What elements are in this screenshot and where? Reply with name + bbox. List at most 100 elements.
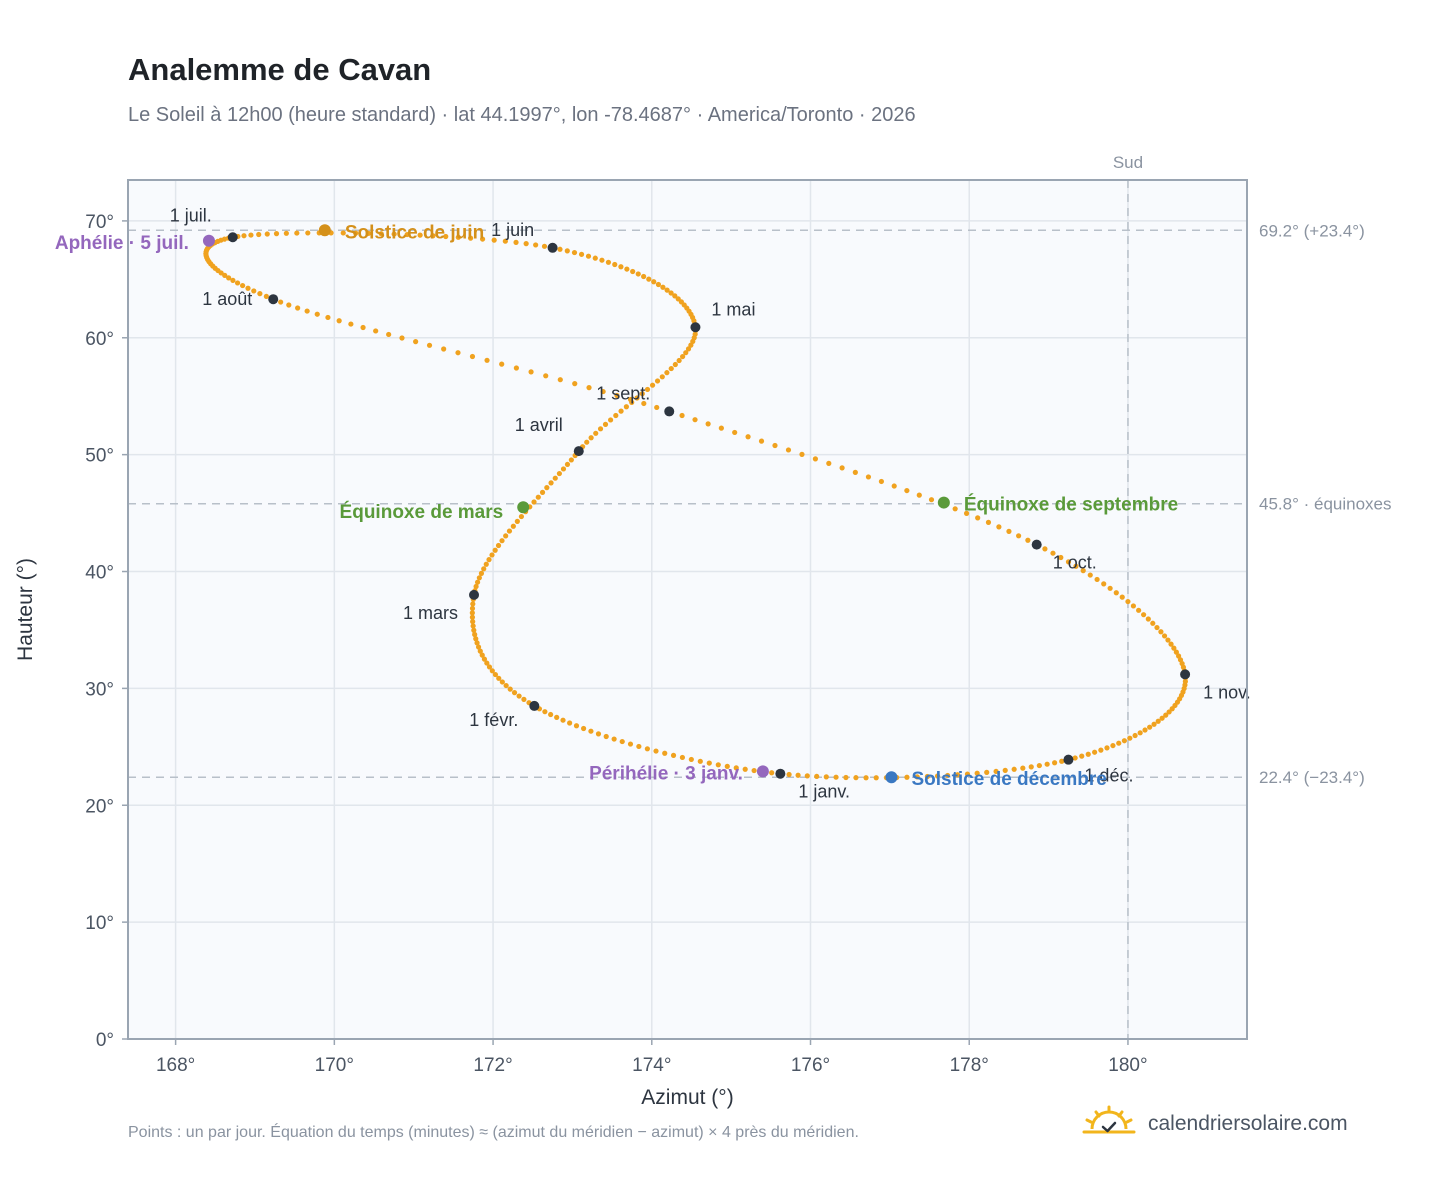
daily-point xyxy=(474,640,480,646)
daily-point xyxy=(1087,572,1093,578)
daily-point xyxy=(469,614,476,620)
daily-point xyxy=(1142,727,1148,733)
daily-point xyxy=(263,293,269,300)
month-label: 1 févr. xyxy=(469,710,518,730)
daily-point xyxy=(904,774,910,780)
daily-point xyxy=(1159,715,1165,721)
daily-point xyxy=(914,774,920,780)
daily-point xyxy=(804,773,810,779)
y-axis-title: Hauteur (°) xyxy=(14,558,37,661)
daily-point xyxy=(399,335,405,341)
month-label: 1 mai xyxy=(711,299,755,319)
daily-point xyxy=(826,460,832,466)
daily-point xyxy=(470,623,476,629)
daily-point xyxy=(286,302,292,308)
daily-point xyxy=(325,314,331,321)
daily-point xyxy=(278,299,284,305)
event-marker-solstice-june xyxy=(318,224,331,237)
daily-point xyxy=(611,736,617,742)
daily-point xyxy=(644,386,651,393)
daily-point xyxy=(578,251,585,257)
month-label: 1 juin xyxy=(491,220,534,240)
daily-point xyxy=(492,671,499,678)
daily-point xyxy=(592,255,598,261)
daily-point xyxy=(531,499,537,505)
daily-point xyxy=(646,276,652,282)
daily-point xyxy=(513,365,519,371)
daily-point xyxy=(273,231,280,237)
daily-point xyxy=(484,357,490,363)
daily-point xyxy=(533,242,539,248)
month-label: 1 nov. xyxy=(1203,682,1251,702)
daily-point xyxy=(945,772,951,779)
daily-point xyxy=(641,273,647,280)
daily-point xyxy=(507,686,513,692)
plot-frame xyxy=(127,179,1248,1040)
daily-point xyxy=(1079,753,1085,759)
month-label: 1 mars xyxy=(403,603,458,623)
event-label: Solstice de juin xyxy=(345,222,484,243)
daily-point xyxy=(1052,760,1058,766)
daily-point xyxy=(984,769,990,775)
daily-point xyxy=(1136,607,1142,613)
daily-point xyxy=(618,408,624,414)
daily-point xyxy=(963,510,970,516)
daily-point xyxy=(1020,765,1026,771)
daily-point xyxy=(496,675,502,681)
daily-point xyxy=(467,235,474,241)
daily-point xyxy=(641,400,647,407)
daily-point xyxy=(1130,603,1137,609)
daily-point xyxy=(588,435,594,441)
daily-point xyxy=(613,412,619,419)
daily-point xyxy=(479,652,485,658)
daily-point xyxy=(1168,641,1174,647)
daily-point xyxy=(521,696,527,703)
daily-point xyxy=(489,552,495,558)
daily-point xyxy=(1163,712,1169,718)
daily-point xyxy=(502,238,508,244)
daily-point xyxy=(1110,742,1116,749)
daily-point xyxy=(891,483,897,489)
daily-point xyxy=(567,720,573,726)
daily-point xyxy=(1113,590,1119,596)
daily-point xyxy=(240,282,246,289)
daily-point xyxy=(251,288,257,294)
event-label: Équinoxe de septembre xyxy=(964,494,1178,516)
daily-point xyxy=(974,770,980,776)
daily-point xyxy=(386,331,392,338)
daily-point xyxy=(264,231,270,237)
chart-title: Analemme de Cavan xyxy=(128,52,432,87)
daily-point xyxy=(1141,612,1147,618)
daily-point xyxy=(544,485,550,491)
daily-point xyxy=(1036,762,1042,769)
daily-point xyxy=(510,523,516,529)
x-tick-label: 172° xyxy=(473,1055,512,1076)
daily-point xyxy=(360,324,366,331)
daily-point xyxy=(1104,745,1110,751)
daily-point xyxy=(668,290,674,296)
x-tick-label: 170° xyxy=(315,1055,354,1076)
daily-point xyxy=(675,296,681,302)
month-marker xyxy=(529,700,540,711)
daily-point xyxy=(506,528,513,534)
event-marker-equinox xyxy=(517,501,530,514)
daily-point xyxy=(503,682,509,689)
daily-point xyxy=(928,497,935,503)
daily-point xyxy=(964,771,971,777)
daily-point xyxy=(672,361,678,368)
daily-point xyxy=(353,230,359,236)
daily-point xyxy=(481,566,487,572)
daily-point xyxy=(1121,738,1127,744)
daily-point xyxy=(491,237,497,243)
y-tick-label: 40° xyxy=(85,563,114,584)
daily-point xyxy=(814,773,820,780)
daily-point xyxy=(486,557,492,563)
event-label: Équinoxe de mars xyxy=(340,501,504,523)
event-marker-apsis xyxy=(202,234,215,247)
daily-point xyxy=(1155,718,1161,724)
chart-subtitle: Le Soleil à 12h00 (heure standard) · lat… xyxy=(128,104,916,126)
daily-point xyxy=(680,353,686,360)
brand-logo[interactable]: calendriersolaire.com xyxy=(1082,1104,1348,1144)
daily-point xyxy=(1165,637,1171,643)
daily-point xyxy=(668,365,674,372)
